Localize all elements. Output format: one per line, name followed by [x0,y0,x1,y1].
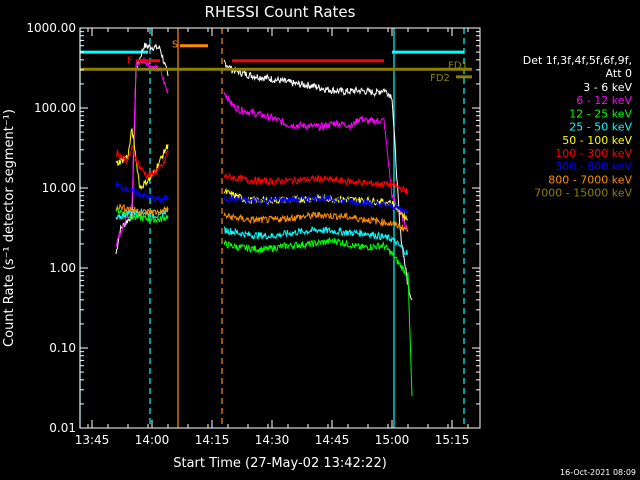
series-line-2-seg-1 [223,236,413,397]
x-tick-label-1: 14:00 [135,433,170,447]
series-line-7-seg-1 [223,210,409,232]
series-line-5-seg-1 [223,172,409,195]
series-line-1-seg-1 [223,91,409,232]
x-tick-label-5: 15:00 [375,433,410,447]
y-tick-label-2: 1.00 [49,261,76,275]
chart-title: RHESSI Count Rates [205,3,356,21]
axes: 13:45 14:00 14:15 14:30 14:45 15:00 15:15 0.01 0… [26,21,480,447]
series-line-0-seg-0 [115,42,169,255]
legend-entry-8: 7000 - 15000 keV [534,187,632,200]
x-axis-label: Start Time (27-May-02 13:42:22) [173,456,387,471]
plot-area: F S FD1 FD2 [79,28,472,428]
legend-entry-4: 50 - 100 keV [562,134,632,147]
flag-label-fd2: FD2 [430,73,450,84]
series-line-2-seg-0 [115,204,169,224]
series-line-5-seg-0 [115,144,169,180]
series-line-0-seg-1 [223,59,413,301]
legend-header-line-2: Att 0 [606,67,632,80]
legend-entry-1: 6 - 12 keV [576,94,632,107]
x-tick-label-0: 13:45 [75,433,110,447]
legend-entry-6: 300 - 800 keV [555,160,632,173]
series-line-3-seg-1 [223,226,409,256]
x-tick-label-2: 14:15 [195,433,230,447]
y-axis-label: Count Rate (s⁻¹ detector segment⁻¹) [2,109,17,347]
plot-frame [79,27,481,429]
legend: Det 1f,3f,4f,5f,6f,9f, Att 0 3 - 6 keV6 … [523,54,633,200]
legend-header-line-1: Det 1f,3f,4f,5f,6f,9f, [523,54,632,67]
y-tick-label-3: 10.00 [42,181,76,195]
series-line-7-seg-0 [115,203,169,217]
y-tick-label-4: 100.00 [34,101,76,115]
y-tick-label-5: 1000.00 [26,21,76,35]
flag-label-fd1: FD1 [448,60,468,71]
x-tick-label-3: 14:30 [255,433,290,447]
timestamp: 16-Oct-2021 08:09 [560,468,636,477]
flag-label-s: S [172,40,178,51]
y-tick-label-1: 0.10 [49,341,76,355]
legend-entry-2: 12 - 25 keV [569,107,632,120]
legend-entry-0: 3 - 6 keV [583,81,632,94]
flag-label-f: F [127,56,133,67]
x-tick-label-6: 15:15 [435,433,470,447]
legend-entry-3: 25 - 50 keV [569,121,632,134]
series-line-6-seg-0 [115,181,169,204]
series-line-6-seg-1 [223,193,409,216]
y-tick-label-0: 0.01 [49,421,76,435]
legend-entry-7: 800 - 7000 keV [548,173,632,186]
x-tick-label-4: 14:45 [315,433,350,447]
legend-entry-5: 100 - 300 keV [555,147,632,160]
